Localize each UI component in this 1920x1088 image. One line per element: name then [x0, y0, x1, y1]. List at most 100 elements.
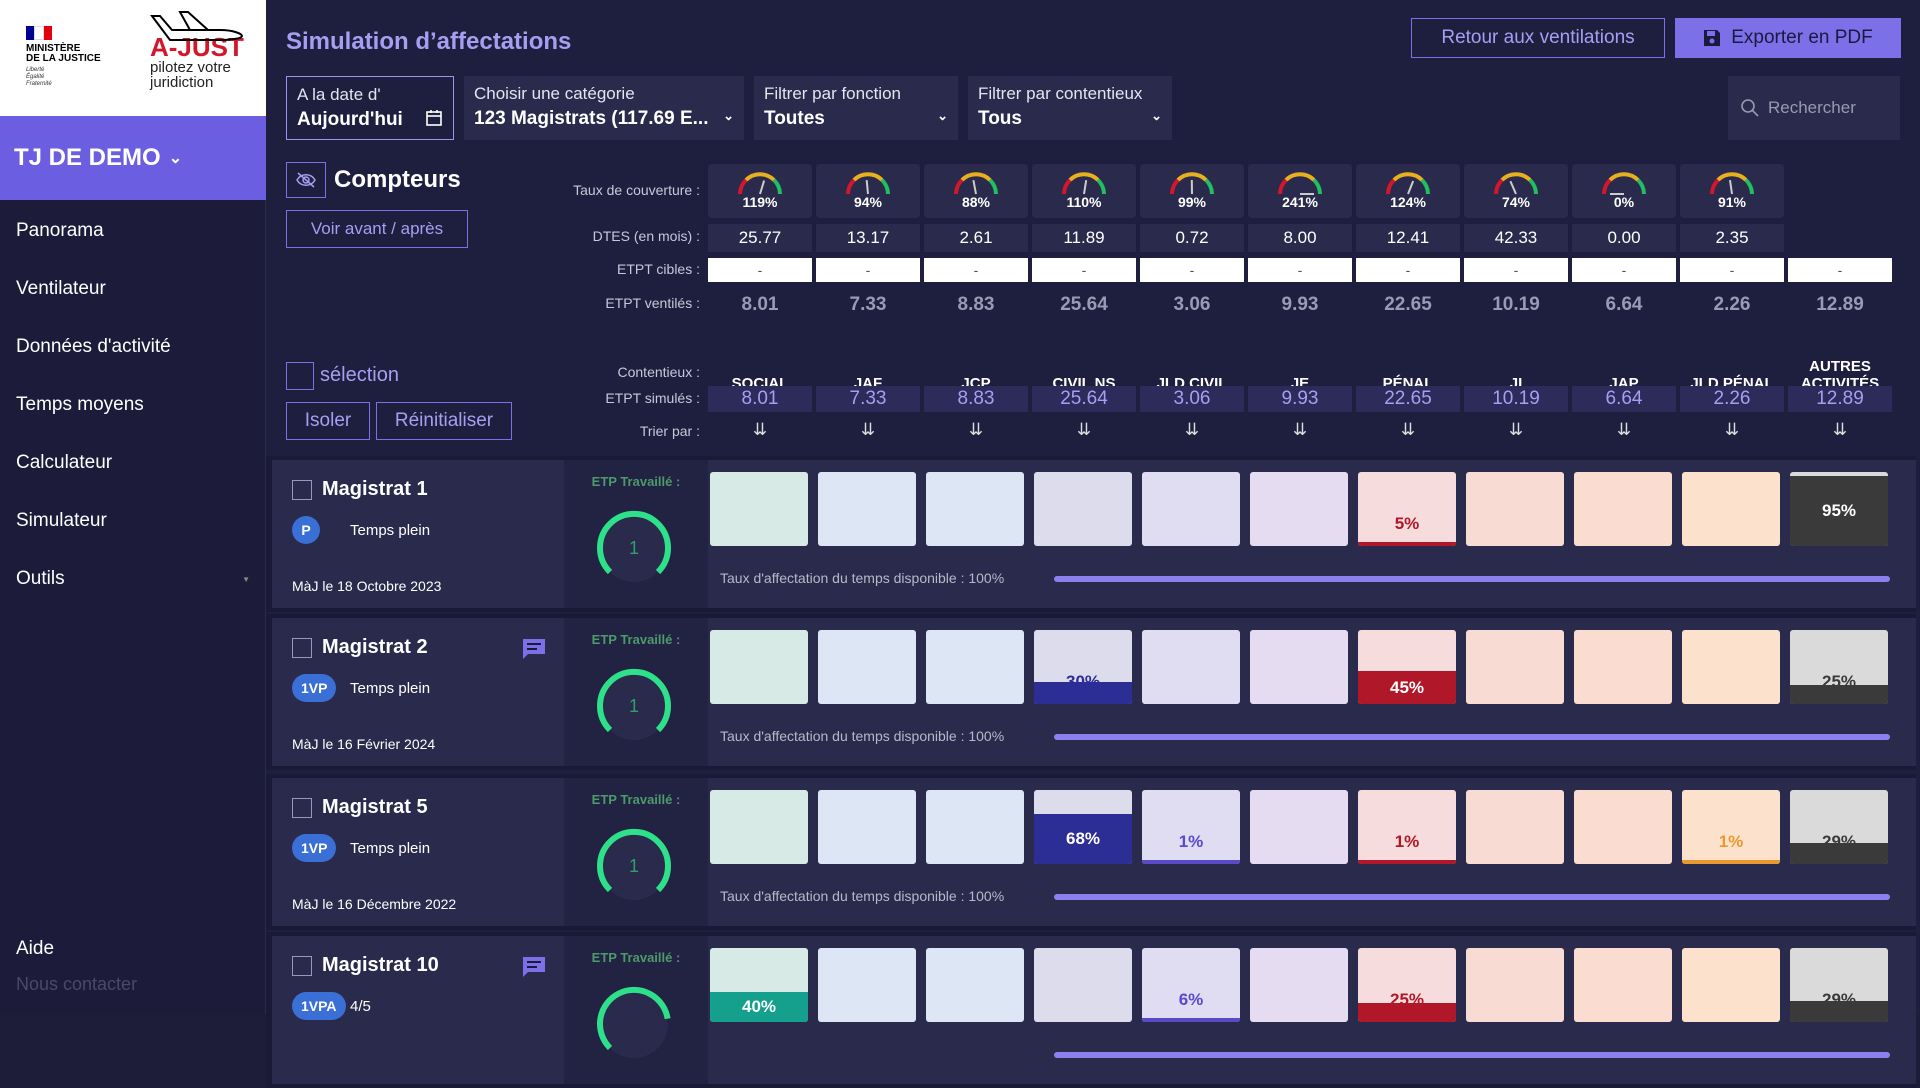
etpt-target-input[interactable]: -: [816, 258, 920, 282]
isolate-button[interactable]: Isoler: [286, 402, 370, 440]
assignment-cell[interactable]: 1%: [1358, 790, 1456, 864]
assignment-cell[interactable]: [818, 790, 916, 864]
assignment-cell[interactable]: [1250, 630, 1348, 704]
magistrate-name[interactable]: Magistrat 10: [322, 954, 439, 977]
etpt-sim-value: 8.83: [924, 386, 1028, 412]
assignment-cell[interactable]: 1%: [1142, 790, 1240, 864]
assignment-cell[interactable]: [1250, 948, 1348, 1022]
assignment-cell[interactable]: 29%: [1790, 948, 1888, 1022]
sort-desc-icon[interactable]: ⇊: [924, 420, 1028, 440]
etpt-target-input[interactable]: -: [1572, 258, 1676, 282]
sort-desc-icon[interactable]: ⇊: [1140, 420, 1244, 440]
etpt-target-input[interactable]: -: [1356, 258, 1460, 282]
sort-desc-icon[interactable]: ⇊: [1356, 420, 1460, 440]
assignment-cell[interactable]: [926, 472, 1024, 546]
magistrate-checkbox[interactable]: [292, 480, 312, 500]
sort-desc-icon[interactable]: ⇊: [1248, 420, 1352, 440]
nav-aide[interactable]: Aide: [16, 938, 54, 960]
assignment-cell[interactable]: [710, 790, 808, 864]
assignment-cell[interactable]: [1466, 790, 1564, 864]
magistrate-checkbox[interactable]: [292, 956, 312, 976]
category-filter[interactable]: Choisir une catégorie 123 Magistrats (11…: [464, 76, 744, 140]
assignment-cell[interactable]: [1034, 948, 1132, 1022]
assignment-cell[interactable]: [1142, 472, 1240, 546]
nav-temps-moyens[interactable]: Temps moyens: [0, 376, 266, 434]
etpt-target-input[interactable]: -: [1248, 258, 1352, 282]
nav-outils[interactable]: Outils▼: [0, 550, 266, 608]
assignment-cell[interactable]: 29%: [1790, 790, 1888, 864]
assignment-cell[interactable]: [1250, 472, 1348, 546]
assignment-cell[interactable]: [1574, 630, 1672, 704]
assignment-cell[interactable]: 95%: [1790, 472, 1888, 546]
select-all-checkbox[interactable]: [286, 362, 314, 390]
nav-ventilateur[interactable]: Ventilateur: [0, 260, 266, 318]
sort-desc-icon[interactable]: ⇊: [708, 420, 812, 440]
etpt-target-input[interactable]: -: [1464, 258, 1568, 282]
export-pdf-button[interactable]: Exporter en PDF: [1675, 18, 1901, 58]
assignment-cell[interactable]: 25%: [1358, 948, 1456, 1022]
etpt-target-input[interactable]: -: [924, 258, 1028, 282]
assignment-cell[interactable]: 68%: [1034, 790, 1132, 864]
magistrate-checkbox[interactable]: [292, 798, 312, 818]
assignment-cell[interactable]: 45%: [1358, 630, 1456, 704]
assignment-cell[interactable]: [1574, 948, 1672, 1022]
comment-icon[interactable]: [522, 638, 546, 660]
back-to-ventilations-button[interactable]: Retour aux ventilations: [1411, 18, 1665, 58]
assignment-cell[interactable]: [1574, 472, 1672, 546]
assignment-cell[interactable]: [1682, 630, 1780, 704]
assignment-cell[interactable]: 6%: [1142, 948, 1240, 1022]
sort-desc-icon[interactable]: ⇊: [1680, 420, 1784, 440]
assignment-cell[interactable]: [710, 472, 808, 546]
assignment-cell[interactable]: [1142, 630, 1240, 704]
sort-desc-icon[interactable]: ⇊: [1788, 420, 1892, 440]
magistrate-name[interactable]: Magistrat 1: [322, 478, 428, 501]
sort-desc-icon[interactable]: ⇊: [1464, 420, 1568, 440]
nav-donnees-activite[interactable]: Données d'activité: [0, 318, 266, 376]
search-input[interactable]: Rechercher: [1728, 76, 1900, 140]
etpt-target-input[interactable]: -: [1788, 258, 1892, 282]
assignment-cell[interactable]: [1034, 472, 1132, 546]
date-filter[interactable]: A la date d' Aujourd'hui: [286, 76, 454, 140]
etpt-target-input[interactable]: -: [1032, 258, 1136, 282]
comment-icon[interactable]: [522, 956, 546, 978]
before-after-button[interactable]: Voir avant / après: [286, 210, 468, 248]
assignment-cell[interactable]: [1466, 472, 1564, 546]
magistrate-name[interactable]: Magistrat 5: [322, 796, 428, 819]
magistrate-name[interactable]: Magistrat 2: [322, 636, 428, 659]
magistrate-checkbox[interactable]: [292, 638, 312, 658]
assignment-cell[interactable]: [818, 472, 916, 546]
contentieux-filter[interactable]: Filtrer par contentieux Tous⌄: [968, 76, 1172, 140]
assignment-cell[interactable]: 5%: [1358, 472, 1456, 546]
reset-button[interactable]: Réinitialiser: [376, 402, 512, 440]
assignment-cell[interactable]: [926, 790, 1024, 864]
nav-contact[interactable]: Nous contacter: [16, 974, 137, 995]
nav-calculateur[interactable]: Calculateur: [0, 434, 266, 492]
assignment-cell[interactable]: 40%: [710, 948, 808, 1022]
hide-counters-button[interactable]: [286, 162, 326, 198]
assignment-cell[interactable]: [1466, 630, 1564, 704]
sort-desc-icon[interactable]: ⇊: [1572, 420, 1676, 440]
etpt-target-input[interactable]: -: [1680, 258, 1784, 282]
assignment-cell[interactable]: 30%: [1034, 630, 1132, 704]
assignment-cell[interactable]: [818, 948, 916, 1022]
sort-desc-icon[interactable]: ⇊: [816, 420, 920, 440]
assignment-cell[interactable]: [1466, 948, 1564, 1022]
assignment-cell[interactable]: [926, 948, 1024, 1022]
sort-desc-icon[interactable]: ⇊: [1032, 420, 1136, 440]
assignment-cell[interactable]: [818, 630, 916, 704]
assignment-cell[interactable]: 25%: [1790, 630, 1888, 704]
etpt-target-input[interactable]: -: [708, 258, 812, 282]
assignment-cell[interactable]: [1250, 790, 1348, 864]
etpt-target-input[interactable]: -: [1140, 258, 1244, 282]
assignment-cell[interactable]: [710, 630, 808, 704]
motto-3: Fraternité: [26, 81, 116, 88]
court-selector[interactable]: TJ DE DEMO⌄: [0, 116, 266, 200]
nav-panorama[interactable]: Panorama: [0, 202, 266, 260]
nav-simulateur[interactable]: Simulateur: [0, 492, 266, 550]
function-filter[interactable]: Filtrer par fonction Toutes⌄: [754, 76, 958, 140]
assignment-cell[interactable]: [1574, 790, 1672, 864]
assignment-cell[interactable]: [1682, 948, 1780, 1022]
assignment-cell[interactable]: 1%: [1682, 790, 1780, 864]
assignment-cell[interactable]: [926, 630, 1024, 704]
assignment-cell[interactable]: [1682, 472, 1780, 546]
